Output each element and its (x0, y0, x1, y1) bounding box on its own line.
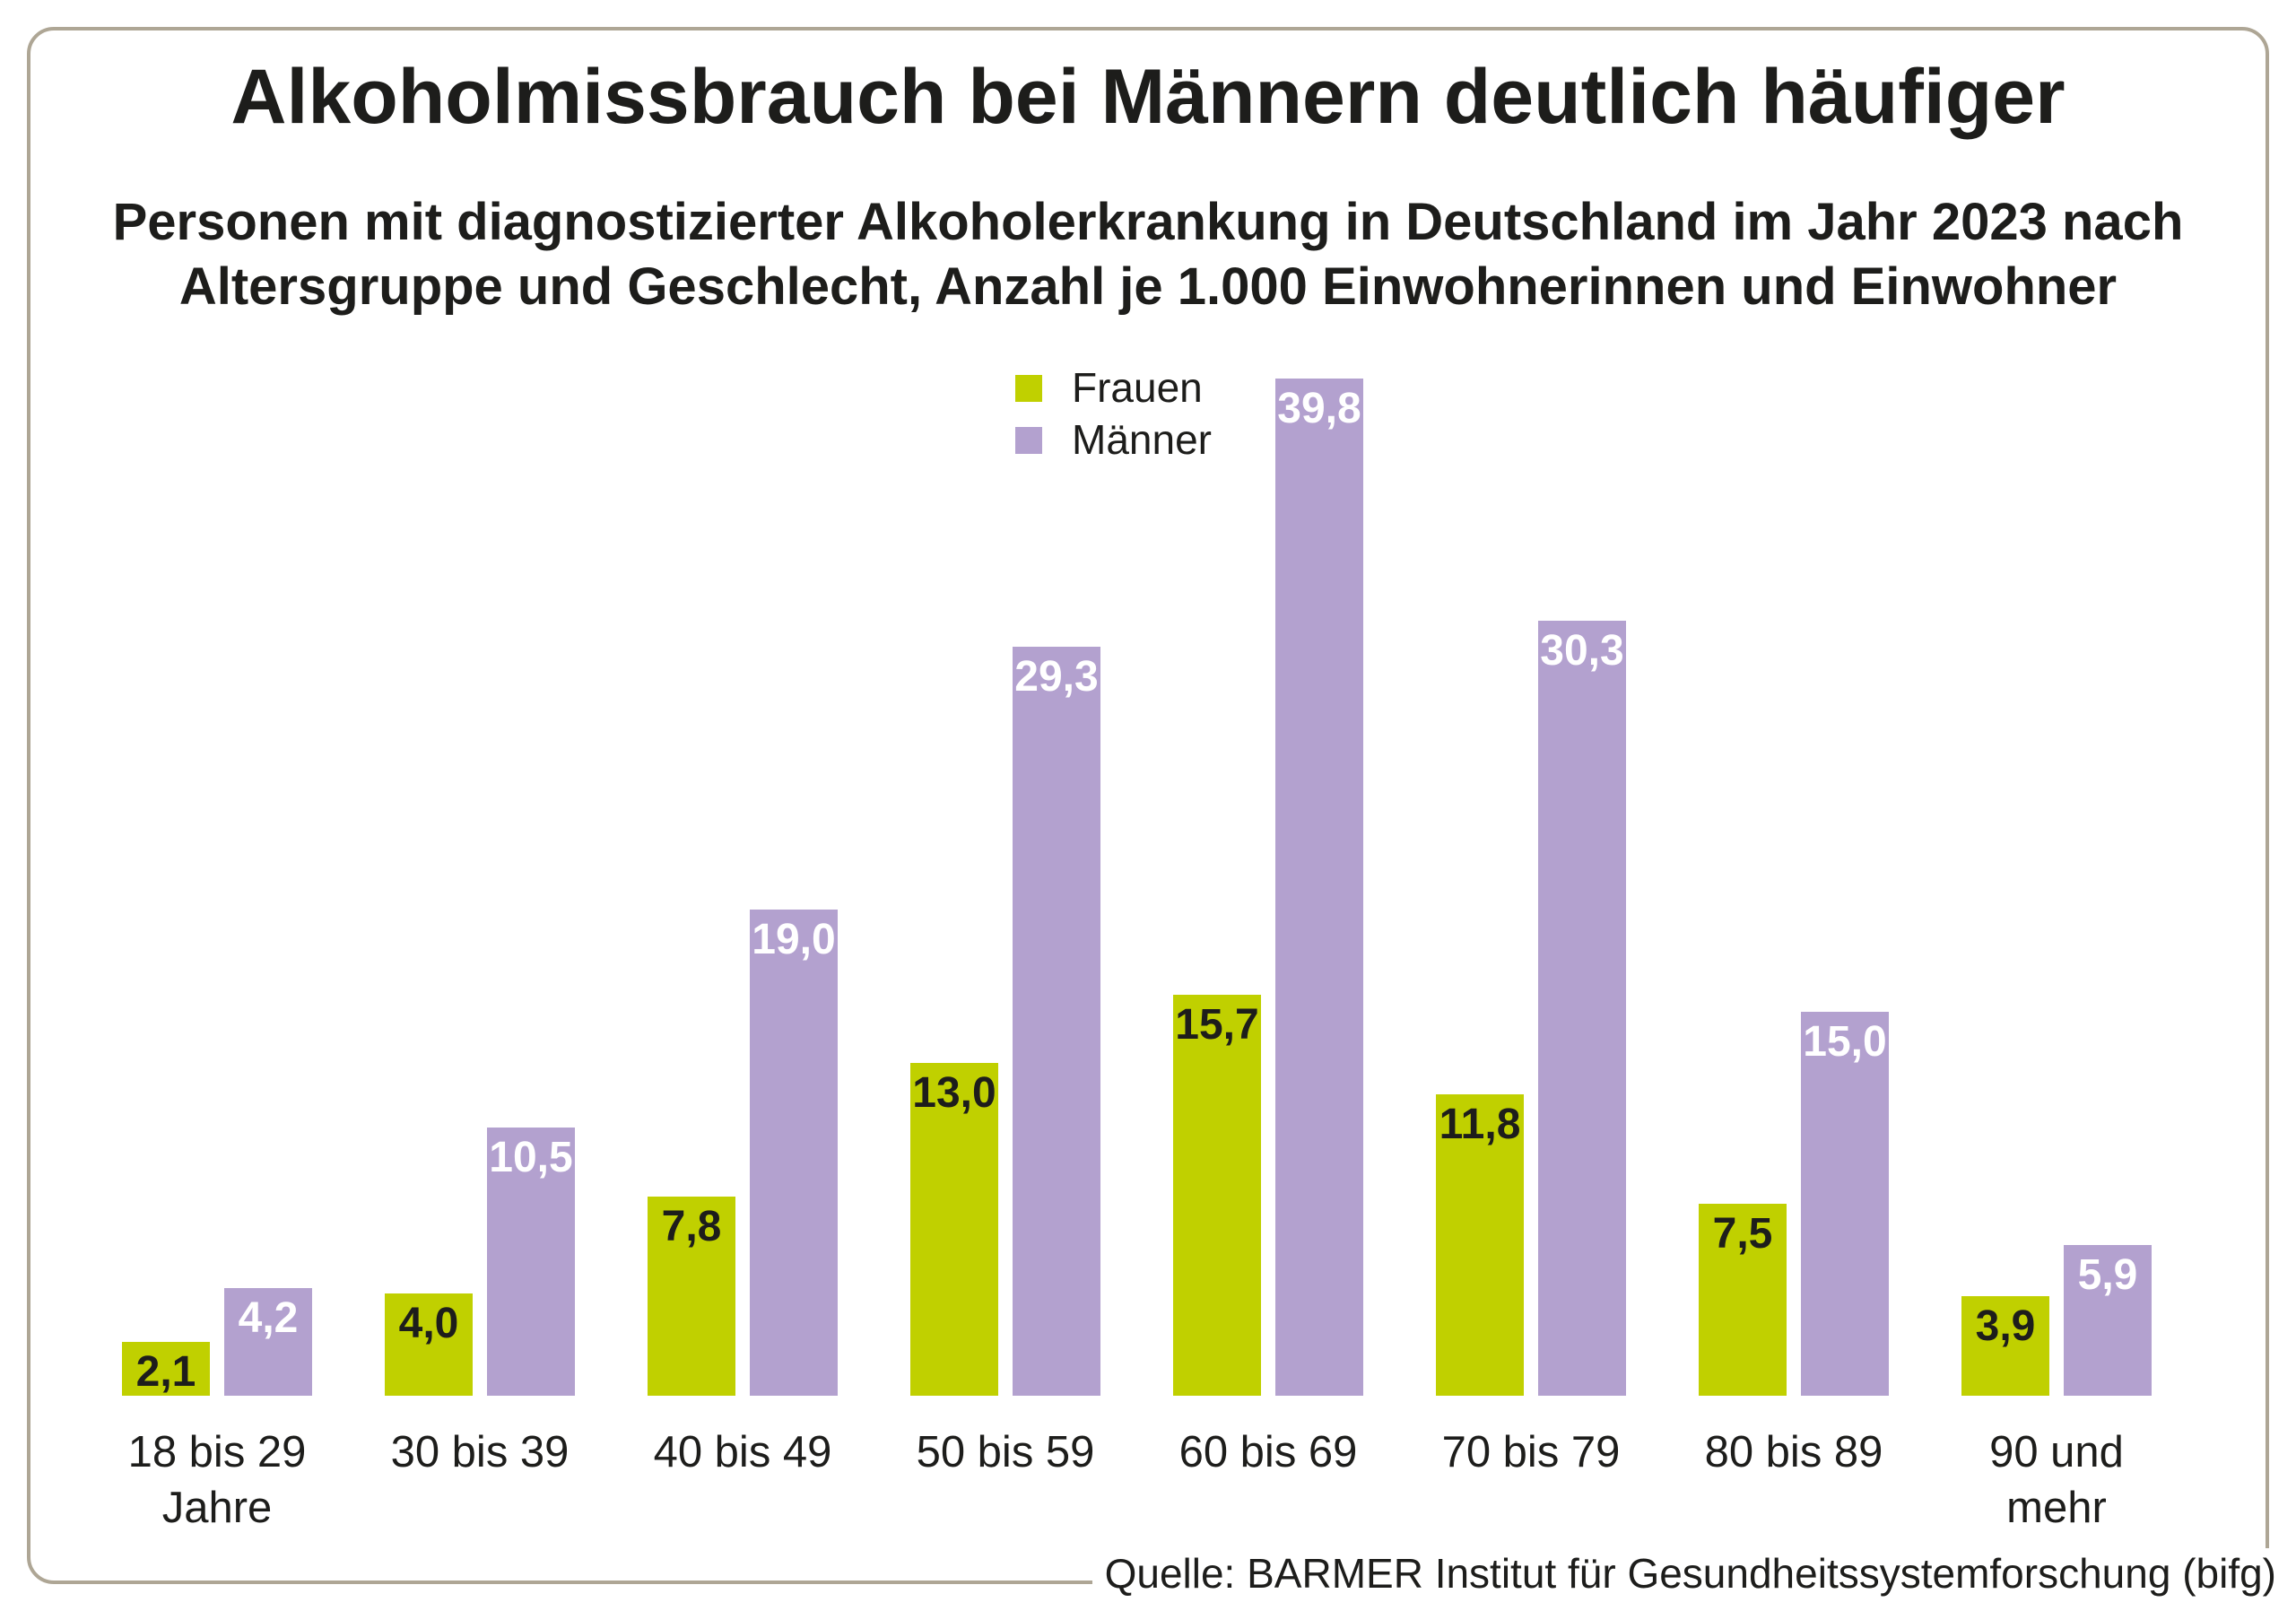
x-axis-label: 40 bis 49 (653, 1428, 832, 1476)
bar-value-label: 4,0 (398, 1300, 459, 1347)
bar-frauen-group-3: 7,8 (648, 1197, 735, 1396)
bar-value-label: 11,8 (1439, 1101, 1521, 1148)
bar-value-label: 5,9 (2077, 1251, 2138, 1299)
chart-subtitle-line-2: Altersgruppe und Geschlecht, Anzahl je 1… (178, 257, 2118, 316)
bar-frauen-group-2: 4,0 (385, 1293, 473, 1396)
bar-value-label: 10,5 (489, 1134, 573, 1181)
bar-maenner-group-8: 5,9 (2064, 1245, 2152, 1396)
bar-value-label: 2,1 (135, 1348, 196, 1396)
chart-subtitle-line-1: Personen mit diagnostizierter Alkoholerk… (112, 193, 2184, 251)
chart-subtitle: Personen mit diagnostizierter Alkoholerk… (0, 190, 2296, 319)
bar-maenner-group-4: 29,3 (1013, 647, 1100, 1396)
legend-item-maenner: Männer (1015, 418, 1212, 462)
bar-frauen-group-4: 13,0 (910, 1063, 998, 1396)
legend-item-frauen: Frauen (1015, 366, 1212, 410)
bar-maenner-group-7: 15,0 (1801, 1012, 1889, 1396)
bar-frauen-group-1: 2,1 (122, 1342, 210, 1396)
bar-value-label: 39,8 (1277, 385, 1361, 432)
legend-label-frauen: Frauen (1072, 364, 1203, 411)
bar-value-label: 19,0 (752, 916, 836, 963)
bar-frauen-group-6: 11,8 (1436, 1094, 1524, 1396)
x-axis-label: 18 bis 29 Jahre (127, 1428, 307, 1532)
x-axis-label: 50 bis 59 (916, 1428, 1095, 1476)
x-axis-label: 80 bis 89 (1704, 1428, 1883, 1476)
bar-value-label: 3,9 (1975, 1302, 2036, 1350)
bar-value-label: 13,0 (912, 1069, 996, 1117)
bar-value-label: 30,3 (1540, 627, 1624, 675)
bar-value-label: 7,8 (661, 1203, 722, 1250)
x-axis-label: 70 bis 79 (1441, 1428, 1621, 1476)
bar-frauen-group-7: 7,5 (1699, 1204, 1787, 1396)
bar-value-label: 15,7 (1175, 1001, 1259, 1049)
source-attribution: Quelle: BARMER Institut für Gesundheitss… (1091, 1548, 2280, 1598)
bar-frauen-group-5: 15,7 (1173, 995, 1261, 1396)
bar-value-label: 29,3 (1014, 653, 1099, 701)
legend: Frauen Männer (1015, 366, 1212, 462)
bar-value-label: 7,5 (1712, 1210, 1773, 1258)
bar-value-label: 15,0 (1803, 1018, 1887, 1066)
legend-label-maenner: Männer (1072, 416, 1212, 463)
maenner-color-swatch (1015, 426, 1042, 454)
bar-maenner-group-1: 4,2 (224, 1288, 312, 1396)
frauen-color-swatch (1015, 374, 1042, 402)
x-axis-label: 90 und mehr (1989, 1428, 2124, 1532)
x-axis-label: 30 bis 39 (390, 1428, 570, 1476)
bar-value-label: 4,2 (238, 1294, 299, 1342)
bar-maenner-group-6: 30,3 (1538, 621, 1626, 1396)
chart-title: Alkoholmissbrauch bei Männern deutlich h… (230, 54, 2066, 140)
x-axis-label: 60 bis 69 (1178, 1428, 1358, 1476)
bar-maenner-group-2: 10,5 (487, 1128, 575, 1396)
bar-maenner-group-5: 39,8 (1275, 379, 1363, 1396)
bar-maenner-group-3: 19,0 (750, 910, 838, 1396)
bar-frauen-group-8: 3,9 (1961, 1296, 2049, 1396)
